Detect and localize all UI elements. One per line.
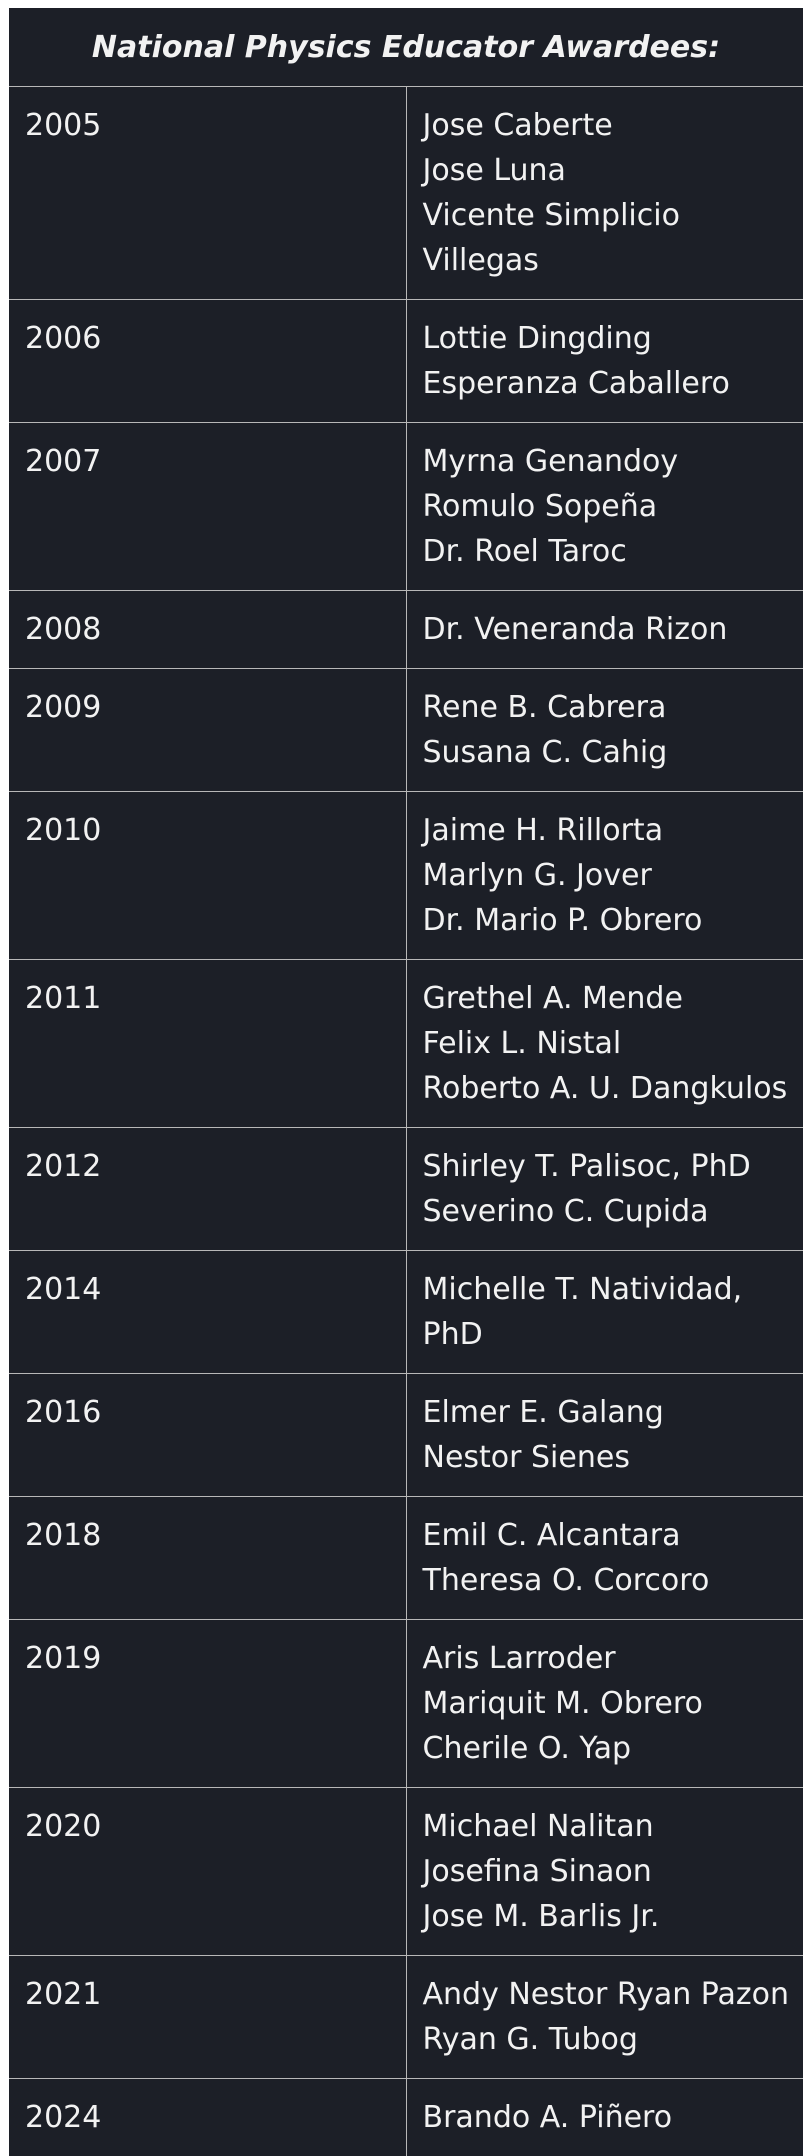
awardee-name: Esperanza Caballero — [423, 361, 804, 406]
awardees: Brando A. Piñero — [406, 2079, 803, 2156]
awardee-name: Aris Larroder — [423, 1636, 804, 1681]
table-title: National Physics Educator Awardees: — [9, 8, 803, 87]
awardee-name: Susana C. Cahig — [423, 730, 804, 775]
year: 2016 — [9, 1374, 406, 1497]
year: 2014 — [9, 1251, 406, 1374]
awardee-name: Jose Luna — [423, 148, 804, 193]
page: {"header": {"title": "National Physics E… — [0, 0, 812, 2108]
year: 2024 — [9, 2079, 406, 2156]
year: 2011 — [9, 960, 406, 1128]
awardee-name: Dr. Roel Taroc — [423, 529, 804, 574]
awardee-name: Dr. Mario P. Obrero — [423, 898, 804, 943]
awardee-name: Josefina Sinaon — [423, 1849, 804, 1894]
year: 2006 — [9, 300, 406, 423]
year: 2012 — [9, 1128, 406, 1251]
year: 2005 — [9, 87, 406, 300]
awardee-name: Grethel A. Mende — [423, 976, 804, 1021]
year: 2009 — [9, 669, 406, 792]
awardee-name: Brando A. Piñero — [423, 2095, 804, 2140]
awardee-name: Jose Caberte — [423, 103, 804, 148]
awardee-name: Felix L. Nistal — [423, 1021, 804, 1066]
award-row: 2024 Brando A. Piñero — [9, 2079, 803, 2156]
year: 2008 — [9, 591, 406, 669]
awardee-name: Romulo Sopeña — [423, 484, 804, 529]
awardee-name: Elmer E. Galang — [423, 1390, 804, 1435]
awardee-name: Ryan G. Tubog — [423, 2017, 804, 2062]
awardee-name: Lottie Dingding — [423, 316, 804, 361]
awardee-name: Marlyn G. Jover — [423, 853, 804, 898]
awardee-name: Andy Nestor Ryan Pazon — [423, 1972, 804, 2017]
awardee-name: Roberto A. U. Dangkulos — [423, 1066, 804, 1111]
award-row: 2008 Dr. Veneranda Rizon — [9, 591, 803, 669]
year: 2021 — [9, 1956, 406, 2079]
awardee-name: Severino C. Cupida — [423, 1189, 804, 1234]
awardees: Michelle T. Natividad, PhD — [406, 1251, 803, 1374]
awardees-table-container: National Physics Educator Awardees: 2005… — [9, 8, 803, 2156]
year: 2020 — [9, 1788, 406, 1956]
awardee-name: Jose M. Barlis Jr. — [423, 1894, 804, 1939]
awardee-name: Shirley T. Palisoc, PhD — [423, 1144, 804, 1189]
year: 2018 — [9, 1497, 406, 1620]
awardee-name: Michael Nalitan — [423, 1804, 804, 1849]
year: 2010 — [9, 792, 406, 960]
year: 2007 — [9, 423, 406, 591]
awardee-name: Nestor Sienes — [423, 1435, 804, 1480]
awardee-name: Cherile O. Yap — [423, 1726, 804, 1771]
header-row: National Physics Educator Awardees: — [9, 8, 803, 87]
awardee-name: Mariquit M. Obrero — [423, 1681, 804, 1726]
awardee-name: Theresa O. Corcoro — [423, 1558, 804, 1603]
awardee-name: Michelle T. Natividad, PhD — [423, 1267, 804, 1357]
awardee-name: Dr. Veneranda Rizon — [423, 607, 804, 652]
awardee-name: Myrna Genandoy — [423, 439, 804, 484]
year: 2019 — [9, 1620, 406, 1788]
awardee-name: Emil C. Alcantara — [423, 1513, 804, 1558]
awardee-name: Rene B. Cabrera — [423, 685, 804, 730]
awardee-name: Jaime H. Rillorta — [423, 808, 804, 853]
awardees: Dr. Veneranda Rizon — [406, 591, 803, 669]
awardees-table: National Physics Educator Awardees: 2005… — [9, 8, 803, 2156]
awardee-name: Vicente Simplicio Villegas — [423, 193, 804, 283]
